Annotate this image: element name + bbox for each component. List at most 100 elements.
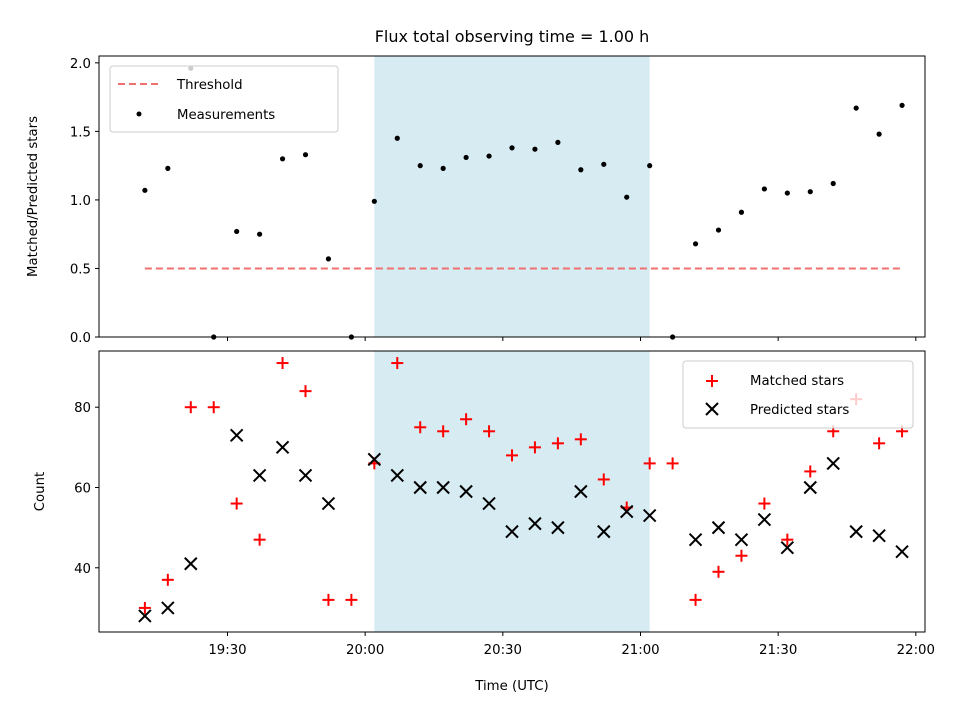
matched-star-point xyxy=(299,385,312,398)
predicted-star-point xyxy=(413,480,427,495)
matched-star-point xyxy=(184,401,197,414)
measurement-point xyxy=(761,186,767,192)
top-y-tick-label: 0.5 xyxy=(70,262,91,277)
measurement-point xyxy=(394,135,400,141)
measurement-point xyxy=(601,161,607,167)
measurement-point xyxy=(486,153,492,159)
x-tick-label: 20:30 xyxy=(484,643,522,658)
predicted-star-point xyxy=(620,504,634,519)
measurement-point xyxy=(876,131,882,137)
predicted-star-point xyxy=(895,545,909,559)
measurement-point xyxy=(440,165,446,171)
top-y-tick-label: 1.5 xyxy=(70,125,91,140)
measurement-point xyxy=(578,167,584,173)
bottom-y-tick-label: 80 xyxy=(74,401,91,416)
measurement-point xyxy=(784,190,790,196)
matched-star-point xyxy=(437,425,450,438)
x-tick-label: 22:00 xyxy=(897,643,935,658)
predicted-star-point xyxy=(642,508,657,523)
top-y-tick-label: 2.0 xyxy=(70,57,91,72)
matched-star-point xyxy=(735,549,748,562)
matched-star-point xyxy=(597,473,610,486)
measurement-point xyxy=(532,146,538,152)
measurement-point xyxy=(509,145,515,151)
top-legend: Threshold Measurements xyxy=(109,65,339,133)
bottom-y-axis-label: Count xyxy=(33,472,48,512)
legend-measurements-label: Measurements xyxy=(177,108,275,123)
measurement-point xyxy=(417,163,423,169)
bottom-legend-box xyxy=(682,360,914,429)
matched-star-point xyxy=(873,437,886,450)
bottom-axes-frame xyxy=(98,350,926,633)
measurement-point xyxy=(234,228,240,235)
bottom-highlight-span xyxy=(374,351,650,632)
x-tick-label: 20:00 xyxy=(346,643,384,658)
matched-star-point xyxy=(712,565,725,578)
matched-star-point xyxy=(414,421,427,434)
measurement-point xyxy=(624,194,630,200)
predicted-star-point xyxy=(482,496,496,511)
predicted-star-point xyxy=(551,520,565,535)
bottom-y-axis: 40 60 80 xyxy=(74,401,99,577)
x-axis-label: Time (UTC) xyxy=(474,679,549,694)
bottom-y-tick-label: 40 xyxy=(74,562,91,577)
top-axes-frame xyxy=(98,55,926,338)
predicted-star-point xyxy=(826,456,840,471)
measurement-point xyxy=(165,165,171,171)
matched-star-point xyxy=(666,457,679,470)
bottom-panel: 40 60 80 19:30 20:00 20:30 21:00 21:30 22:00 Co… xyxy=(33,350,935,694)
predicted-star-point xyxy=(252,468,267,483)
x-tick-label: 21:30 xyxy=(759,643,797,658)
measurement-point xyxy=(738,209,745,215)
measurement-point xyxy=(371,198,377,204)
measurement-point xyxy=(647,163,653,169)
predicted-star-point xyxy=(321,496,336,511)
predicted-star-point xyxy=(688,532,703,547)
predicted-star-point xyxy=(161,601,175,615)
measurement-point xyxy=(325,256,332,262)
measurement-point xyxy=(692,241,699,247)
predicted-stars-series xyxy=(138,428,909,623)
predicted-star-point xyxy=(734,532,749,547)
x-tick-label: 21:00 xyxy=(621,643,659,658)
predicted-star-point xyxy=(275,440,290,455)
top-y-axis-label: Matched/Predicted stars xyxy=(26,116,41,277)
measurement-point xyxy=(142,187,148,193)
measurement-point xyxy=(853,105,859,111)
matched-star-point xyxy=(781,533,794,546)
matched-star-point xyxy=(460,413,473,426)
legend-matched-label: Matched stars xyxy=(750,374,844,389)
matched-star-point xyxy=(689,593,702,606)
matched-stars-series xyxy=(138,357,909,614)
matched-star-point xyxy=(643,457,656,470)
matched-star-point xyxy=(276,357,289,370)
matched-star-point xyxy=(207,401,220,414)
predicted-star-point xyxy=(390,468,404,483)
predicted-star-point xyxy=(528,516,542,531)
predicted-star-point xyxy=(872,528,886,543)
matched-star-point xyxy=(804,465,817,478)
top-y-tick-label: 1.0 xyxy=(70,194,91,209)
measurements-series xyxy=(142,65,905,340)
bottom-legend: Matched stars Predicted stars xyxy=(682,360,914,429)
legend-predicted-swatch xyxy=(705,402,719,416)
chart-title: Flux total observing time = 1.00 h xyxy=(375,27,650,46)
predicted-star-point xyxy=(597,524,611,539)
measurement-point xyxy=(257,231,263,237)
measurement-point xyxy=(807,189,813,195)
matched-star-point xyxy=(574,433,587,446)
top-panel: 0.00.51.01.52.0 Matched/Predicted stars … xyxy=(26,55,926,346)
matched-star-point xyxy=(161,573,174,586)
predicted-star-point xyxy=(574,484,588,499)
predicted-star-point xyxy=(757,512,772,527)
matched-star-point xyxy=(138,601,151,614)
matched-star-point xyxy=(758,497,771,510)
measurement-point xyxy=(899,102,905,108)
matched-star-point xyxy=(391,357,404,370)
measurement-point xyxy=(279,156,286,162)
predicted-star-point xyxy=(229,428,244,443)
legend-measurements-swatch xyxy=(136,111,142,117)
bottom-x-axis: 19:30 20:00 20:30 21:00 21:30 22:00 xyxy=(208,632,935,658)
predicted-star-point xyxy=(138,609,152,623)
matched-star-point xyxy=(322,593,335,606)
